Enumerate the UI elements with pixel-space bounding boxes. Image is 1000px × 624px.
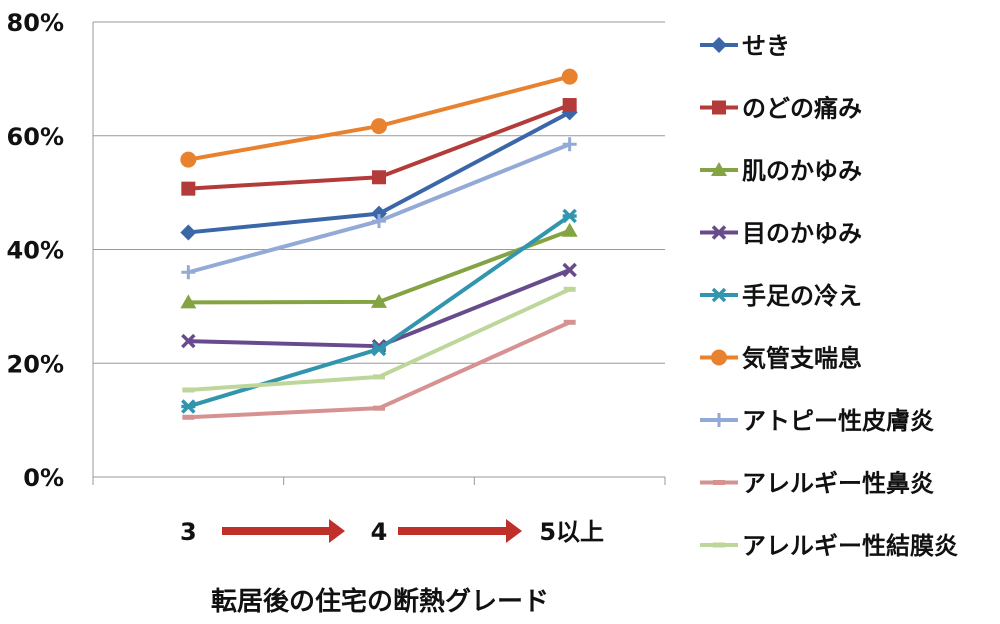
series-6 [181,137,577,280]
data-point [373,405,385,411]
series-8 [182,286,576,393]
data-point [372,170,386,185]
data-point [562,137,577,152]
legend-label: アトピー性皮膚炎 [742,407,934,435]
y-tick-label: 40% [7,237,64,265]
x-axis-labels: 3 4 5以上 [180,518,604,546]
legend-label: アレルギー性鼻炎 [742,470,934,498]
legend-label: 目のかゆみ [742,220,862,248]
legend-label: 手足の冷え [742,282,862,310]
data-point [181,181,196,196]
data-point [712,413,726,427]
y-tick-label: 80% [7,9,64,37]
legend-item: 目のかゆみ [700,220,862,248]
data-point [371,341,387,357]
arrow-shaft [222,527,329,535]
arrow-shaft [398,527,506,535]
data-point [181,333,196,349]
data-point [562,208,577,224]
data-point [563,319,576,325]
x-tick-label: 5以上 [539,518,604,546]
series-2 [180,222,578,309]
series-7 [182,319,576,420]
y-tick-label: 0% [23,464,64,492]
series-1 [181,98,577,196]
grid-lines [92,21,666,485]
data-point [180,294,197,309]
data-point [563,286,576,292]
data-point [711,349,727,366]
y-axis-ticks: 0% 20% 40% 60% 80% [7,9,64,492]
data-point [713,480,725,485]
data-point [373,374,385,380]
y-tick-label: 60% [7,123,64,151]
legend-item: アレルギー性鼻炎 [700,470,934,498]
data-point [371,293,387,308]
legend-label: せき [742,32,790,60]
legend-item: アレルギー性結膜炎 [700,532,958,560]
data-point [712,100,726,115]
data-point [711,37,727,53]
data-point [711,225,727,240]
y-tick-label: 20% [7,350,64,378]
data-point [372,214,386,229]
legend-label: 気管支喘息 [742,345,862,373]
legend-label: 肌のかゆみ [742,157,862,185]
legend-label: アレルギー性結膜炎 [742,532,958,560]
series-0 [180,104,578,241]
data-point [562,262,577,278]
x-axis-arrows [222,519,522,543]
legend-item: アトピー性皮膚炎 [700,407,934,435]
x-tick-label: 4 [371,518,388,546]
data-point [180,224,197,241]
legend-item: 気管支喘息 [700,345,862,373]
data-point [181,265,196,280]
data-point [561,222,578,237]
data-point [181,399,196,414]
series-line [188,320,571,420]
data-point [711,287,727,303]
series-lines [180,68,578,420]
data-point [182,414,195,420]
series-5 [180,68,578,168]
legend-item: 肌のかゆみ [700,157,862,185]
data-point [711,162,727,176]
data-point [561,68,578,85]
legend: せきのどの痛み肌のかゆみ目のかゆみ手足の冷え気管支喘息アトピー性皮膚炎アレルギー… [700,32,958,560]
legend-item: せき [700,32,790,60]
data-point [562,98,577,113]
series-line [188,268,571,349]
series-3 [181,262,577,354]
data-point [180,151,197,168]
arrow-head [329,519,345,543]
x-axis-title: 転居後の住宅の断熱グレード [211,586,549,617]
legend-item: 手足の冷え [700,282,862,310]
legend-label: のどの痛み [742,95,862,123]
data-point [371,118,387,135]
arrow-head [506,519,522,543]
x-tick-label: 3 [180,518,197,546]
legend-item: のどの痛み [700,95,862,123]
data-point [713,542,725,548]
data-point [182,387,195,393]
